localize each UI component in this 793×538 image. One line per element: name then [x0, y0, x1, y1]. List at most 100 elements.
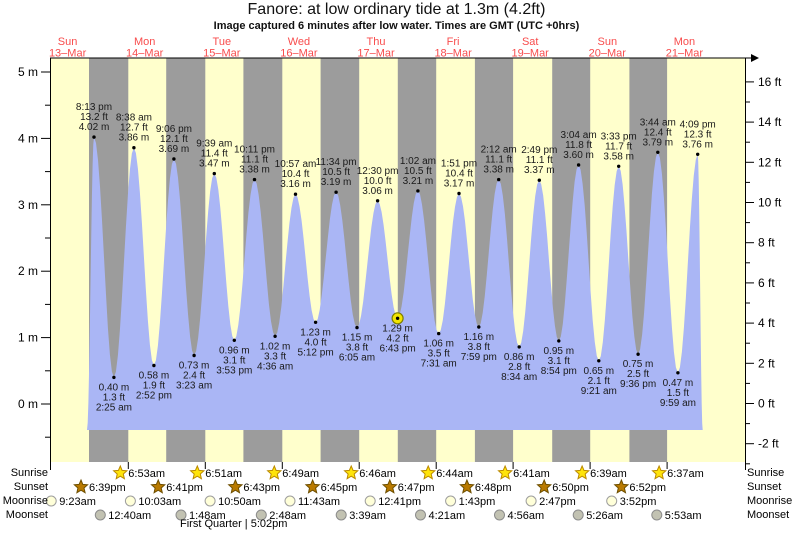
low-tide-label: 9:36 pm: [620, 379, 656, 390]
tide-extreme-dot: [375, 199, 380, 203]
astro-time: 2:47pm: [539, 496, 576, 508]
astro-time: 3:39am: [349, 510, 386, 522]
sunrise-icon: [574, 464, 591, 480]
astro-time: 9:23am: [59, 496, 96, 508]
high-tide-label: 3.16 m: [280, 179, 311, 190]
low-tide-label: 0.65 m: [584, 366, 615, 377]
high-tide-label: 11.1 ft: [526, 155, 553, 166]
low-tide-label: 0.40 m: [99, 382, 130, 393]
date-label: 15–Mar: [203, 48, 241, 60]
high-tide-label: 13.2 ft: [80, 112, 108, 123]
date-label: 18–Mar: [434, 48, 472, 60]
left-axis-tick-label: 4 m: [18, 131, 38, 145]
tide-extreme-dot: [212, 171, 216, 176]
astro-time: 4:56am: [508, 510, 545, 522]
low-tide-label: 3.8 ft: [468, 342, 490, 353]
astro-time: 3:52pm: [620, 496, 657, 508]
low-tide-label: 1.06 m: [423, 339, 454, 350]
tide-extreme-dot: [192, 353, 196, 358]
date-label: 16–Mar: [280, 48, 318, 60]
day-label: Mon: [134, 36, 155, 48]
high-tide-label: 4.02 m: [79, 122, 110, 133]
day-label: Mon: [674, 36, 695, 48]
low-tide-label: 7:31 am: [421, 359, 457, 370]
high-tide-label: 3.79 m: [643, 137, 674, 148]
high-tide-label: 3.60 m: [563, 150, 594, 161]
high-tide-label: 10.5 ft: [404, 166, 432, 177]
tide-extreme-dot: [576, 163, 581, 167]
tide-extreme-dot: [656, 150, 660, 154]
high-tide-label: 12:30 pm: [357, 166, 399, 177]
high-tide-label: 11.1 ft: [241, 155, 268, 166]
right-axis-tick-label: 6 ft: [758, 276, 775, 290]
tide-extreme-dot: [273, 334, 277, 338]
high-tide-label: 3.47 m: [199, 159, 230, 170]
moonrise-icon: [45, 495, 57, 507]
low-tide-label: 1.16 m: [464, 332, 495, 343]
low-tide-label: 8:34 am: [501, 372, 537, 383]
day-label: Sun: [598, 36, 618, 48]
high-tide-label: 11.1 ft: [485, 155, 512, 166]
low-tide-label: 1.29 m: [382, 323, 413, 334]
low-tide-label: 7:59 pm: [461, 352, 497, 363]
low-tide-label: 9:59 am: [660, 398, 696, 409]
tide-extreme-dot: [416, 189, 420, 193]
high-tide-label: 12.3 ft: [684, 129, 712, 140]
tide-extreme-dot: [617, 164, 621, 168]
day-label: Fri: [447, 36, 460, 48]
high-tide-label: 4:09 pm: [680, 119, 716, 130]
high-tide-label: 11.8 ft: [565, 140, 592, 151]
sunrise-icon: [112, 464, 129, 480]
low-tide-label: 4.0 ft: [304, 337, 326, 348]
sunset-icon: [304, 478, 321, 494]
low-tide-label: 6:05 am: [339, 353, 375, 364]
moonset-icon: [494, 509, 505, 521]
tide-extreme-dot: [497, 177, 501, 182]
high-tide-label: 12.1 ft: [160, 134, 188, 145]
page-title: Fanore: at low ordinary tide at 1.3m (4.…: [247, 1, 546, 18]
astro-time: 10:03am: [138, 496, 181, 508]
day-label: Tue: [213, 36, 232, 48]
low-tide-label: 3.1 ft: [548, 356, 570, 367]
right-axis-tick-label: 2 ft: [758, 356, 775, 370]
low-tide-label: 1.5 ft: [667, 388, 689, 399]
low-tide-label: 2.8 ft: [508, 362, 530, 373]
low-tide-label: 0.75 m: [623, 359, 654, 370]
low-tide-label: 0.47 m: [663, 378, 694, 389]
astro-time: 6:52pm: [629, 482, 666, 494]
high-tide-label: 12.7 ft: [120, 123, 148, 134]
tide-extreme-dot: [112, 375, 116, 380]
high-tide-label: 3.69 m: [159, 144, 190, 155]
moonset-icon: [255, 509, 267, 521]
low-tide-label: 3.5 ft: [428, 349, 450, 360]
high-tide-label: 11.4 ft: [201, 149, 228, 160]
sunrise-icon: [266, 464, 283, 480]
day-label: Sun: [58, 36, 78, 48]
tide-extreme-dot: [537, 178, 541, 182]
right-axis-tick-label: 8 ft: [758, 236, 775, 250]
moonrise-icon: [124, 495, 136, 507]
high-tide-label: 10:11 pm: [234, 145, 275, 156]
low-tide-label: 6:43 pm: [380, 343, 416, 354]
astro-time: 6:47pm: [398, 482, 435, 494]
moonrise-icon: [204, 495, 216, 507]
astro-time: 2:48am: [269, 510, 306, 522]
moonset-icon: [651, 509, 663, 521]
page-subtitle: Image captured 6 minutes after low water…: [213, 20, 580, 32]
date-label: 14–Mar: [126, 48, 164, 60]
low-tide-label: 0.96 m: [219, 345, 250, 356]
low-tide-label: 2.1 ft: [588, 376, 610, 387]
low-tide-label: 2.4 ft: [183, 371, 205, 382]
tide-extreme-dot: [437, 331, 441, 336]
low-tide-label: 3:23 am: [176, 381, 212, 392]
moonset-icon: [175, 509, 187, 521]
left-axis-tick-label: 0 m: [18, 397, 38, 411]
astro-time: 1:43pm: [459, 496, 496, 508]
tide-extreme-dot: [232, 338, 236, 342]
high-tide-label: 9:06 pm: [156, 124, 192, 135]
low-tide-label: 2:25 am: [96, 402, 132, 413]
moonrise-icon: [364, 495, 376, 507]
high-tide-label: 2:49 pm: [521, 145, 557, 156]
day-label: Thu: [367, 36, 386, 48]
